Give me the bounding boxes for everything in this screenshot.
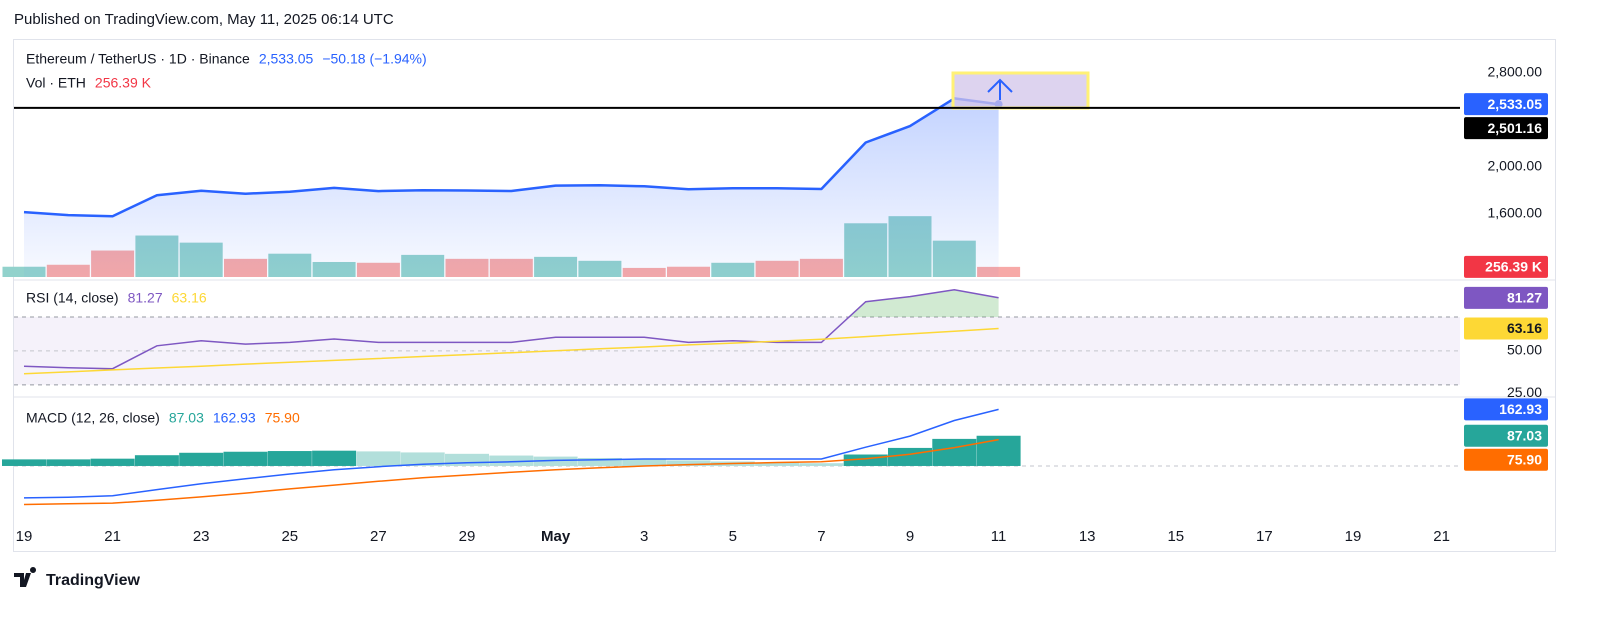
legend-text: 63.16 (172, 290, 207, 306)
x-tick-label: 21 (104, 528, 121, 545)
x-tick-label: 23 (193, 528, 210, 545)
plot-layer (2, 97, 1460, 506)
y-tick-label: 2,000.00 (1488, 157, 1543, 173)
price-tag-label: 256.39 K (1485, 259, 1542, 275)
price-tag-label: 81.27 (1507, 290, 1542, 306)
overbought-fill (24, 289, 999, 317)
x-tick-label: 25 (281, 528, 298, 545)
x-tick-label: 19 (16, 528, 33, 545)
price-tag-label: 2,501.16 (1488, 120, 1543, 136)
histogram-bar (577, 457, 622, 466)
legend-text: −50.18 (−1.94%) (322, 51, 426, 67)
indicator-line (23, 327, 999, 375)
legend-text: 75.90 (265, 410, 300, 426)
x-tick-label: 19 (1345, 528, 1362, 545)
legend-text: 87.03 (169, 410, 204, 426)
histogram-bar (134, 455, 179, 466)
x-tick-label: 9 (906, 528, 914, 545)
x-tick-label: 13 (1079, 528, 1096, 545)
annotation-arrow (987, 78, 1013, 100)
price-tag (1464, 424, 1548, 447)
histogram-bar (888, 447, 932, 466)
histogram-bar (932, 438, 977, 466)
legend-text: 256.39 K (95, 75, 152, 91)
histogram-bar (400, 452, 445, 466)
histogram-bar (489, 455, 534, 466)
price-tag (1464, 317, 1548, 340)
y-tick-label: 25.00 (1507, 384, 1542, 400)
price-area (24, 98, 999, 278)
indicator-line (23, 289, 999, 370)
price-tag (1464, 448, 1548, 471)
legend-text: RSI (14, close) (26, 290, 119, 306)
highlight-rect (951, 71, 1090, 110)
price-tag-label: 87.03 (1507, 427, 1542, 443)
x-tick-label: 29 (459, 528, 476, 545)
x-tick-label: 11 (991, 528, 1007, 545)
logo: TradingView (14, 567, 141, 589)
y-tick-label: 1,600.00 (1488, 204, 1543, 220)
histogram-bar (976, 435, 1021, 466)
histogram-bar (46, 459, 91, 466)
price-tag (1464, 255, 1548, 278)
legend-text: Ethereum / TetherUS · 1D · Binance (26, 51, 250, 67)
histogram-bar (622, 459, 667, 466)
price-tag-label: 75.90 (1507, 451, 1542, 467)
price-tag (1464, 286, 1548, 309)
histogram-bar (666, 460, 711, 466)
histogram-bar (755, 462, 800, 466)
price-tag-label: 2,533.05 (1488, 96, 1543, 112)
brand: TradingView (46, 572, 141, 589)
price-tag (1464, 93, 1548, 116)
histogram-bar (179, 452, 224, 466)
y-tick-label: 2,800.00 (1488, 64, 1543, 80)
macd-line (23, 408, 999, 499)
legend-text: 2,533.05 (259, 51, 314, 67)
x-tick-label: 3 (640, 528, 648, 545)
legend-text: MACD (12, 26, close) (26, 410, 160, 426)
histogram-bar (312, 450, 357, 466)
price-tag-label: 162.93 (1499, 401, 1542, 417)
price-tag-label: 63.16 (1507, 320, 1542, 336)
legend-text: Vol · ETH (26, 75, 86, 91)
legend-text: 81.27 (128, 290, 163, 306)
x-tick-label: 21 (1433, 528, 1450, 545)
y-tick-label: 50.00 (1507, 342, 1542, 358)
histogram-bar (445, 453, 489, 466)
published-note: Published on TradingView.com, May 11, 20… (14, 11, 394, 28)
histogram-bar (90, 458, 135, 466)
x-tick-label: May (541, 528, 571, 545)
histogram-bar (223, 451, 268, 466)
logo-mark (14, 567, 37, 587)
label-layer: 19 21 23 25 27 29 May 3 5 7 9 11 13 15 17 19 21 1,600.00 2… (14, 51, 1548, 545)
legend-text: 162.93 (213, 410, 256, 426)
x-tick-label: 15 (1167, 528, 1184, 545)
macd-line (23, 438, 999, 506)
x-tick-label: 17 (1256, 528, 1273, 545)
histogram-bar (799, 463, 844, 466)
x-tick-label: 5 (729, 528, 737, 545)
price-line (23, 97, 999, 218)
histogram-bar (533, 456, 578, 466)
annotation-box (951, 71, 1090, 110)
histogram-bar (356, 451, 401, 466)
chart-frame (13, 39, 1556, 552)
histogram-bar (843, 454, 888, 466)
price-tag (1464, 117, 1548, 140)
x-tick-label: 27 (370, 528, 387, 545)
x-tick-label: 7 (817, 528, 825, 545)
price-tag (1464, 398, 1548, 421)
histogram-bar (2, 459, 46, 466)
histogram-bar (267, 451, 312, 466)
